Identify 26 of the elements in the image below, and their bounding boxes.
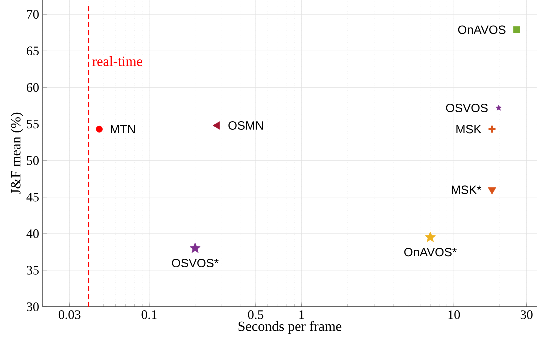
series-label: MSK: [456, 125, 482, 134]
y-tick-label: 40: [26, 230, 39, 238]
series-label: OnAVOS*: [404, 248, 457, 257]
y-tick-label: 35: [27, 266, 39, 275]
y-tick-label: 50: [27, 156, 39, 166]
y-tick-label: 65: [27, 46, 39, 56]
series-label: OSVOS*: [172, 259, 219, 268]
y-axis-title: J&F mean (%): [10, 112, 24, 194]
x-tick-label: 0.5: [248, 310, 264, 320]
x-tick-label: 30: [520, 310, 533, 320]
x-axis-title: Seconds per frame: [238, 321, 342, 334]
series-label: OSVOS: [446, 104, 488, 112]
series-label: OnAVOS: [458, 26, 506, 34]
y-tick-label: 55: [27, 120, 39, 129]
x-tick-label: 1: [300, 310, 304, 320]
x-tick-label: 0.03: [58, 310, 81, 320]
y-tick-label: 60: [27, 83, 39, 92]
series-label: MSK*: [452, 186, 482, 194]
y-tick-label: 70: [27, 10, 39, 20]
ref-line-label: real-time: [92, 56, 142, 66]
x-tick-label: 10: [448, 310, 460, 320]
y-tick-label: 30: [27, 302, 39, 312]
series-label: OSMN: [228, 121, 264, 130]
x-tick-label: 0.1: [142, 310, 157, 320]
y-tick-label: 45: [26, 193, 39, 202]
series-label: MTN: [111, 125, 136, 134]
